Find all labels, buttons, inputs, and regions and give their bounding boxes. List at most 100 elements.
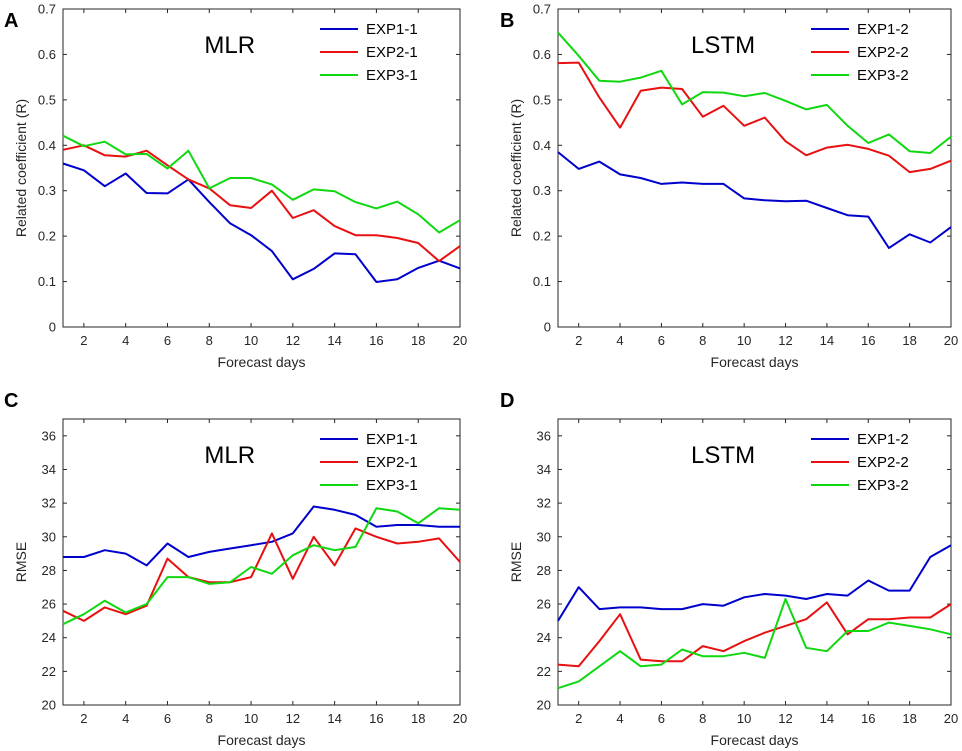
y-tick-label: 30 [42,529,56,544]
data-point [375,525,378,528]
x-tick-label: 10 [737,333,751,348]
data-point [124,153,127,156]
legend-label: EXP2-1 [366,44,418,61]
data-point [229,204,232,207]
data-point [681,648,684,651]
series-line-exp1-1 [63,505,460,567]
data-point [846,124,849,127]
data-point [743,197,746,200]
data-point [639,606,642,609]
data-point [62,623,65,626]
data-point [743,640,746,643]
data-point [784,594,787,597]
data-point [82,613,85,616]
data-point [577,167,580,170]
x-tick-label: 16 [369,711,383,726]
y-tick-label: 0.4 [38,138,56,153]
data-point [681,103,684,106]
data-point [577,586,580,589]
data-point [438,525,441,528]
panel-letter: C [4,390,18,412]
x-tick-label: 2 [80,333,87,348]
data-point [763,631,766,634]
data-point [250,576,253,579]
data-point [598,96,601,99]
data-point [291,577,294,580]
data-point [187,149,190,152]
y-tick-label: 0.2 [38,229,56,244]
data-point [887,618,890,621]
data-point [208,201,211,204]
x-tick-label: 12 [286,711,300,726]
data-point [396,542,399,545]
data-point [908,150,911,153]
x-tick-label: 20 [453,333,467,348]
data-point [825,146,828,149]
data-point [417,540,420,543]
data-point [743,124,746,127]
data-point [805,154,808,157]
panel-a: 2 4 6 8 10 12 14 16 18 20 0 0.1 0.2 0.3 0.4 0.5 0.6 0.7 Fo… [4,2,467,371]
y-tick-label: 0.1 [533,274,551,289]
x-axis-label: Forecast days [218,732,306,748]
data-point [867,629,870,632]
legend: EXP1-1 EXP2-1 EXP3-1 [320,431,418,494]
data-point [639,665,642,668]
x-tick-label: 4 [122,333,129,348]
data-point [459,219,462,222]
data-point [396,200,399,203]
legend-label: EXP1-1 [366,431,418,448]
data-point [417,522,420,525]
data-point [312,267,315,270]
data-point [701,182,704,185]
series-line-exp2-2 [557,601,952,668]
y-tick-label: 0.6 [533,47,551,62]
x-tick-label: 6 [164,333,171,348]
data-point [375,535,378,538]
y-tick-label: 0.7 [38,2,56,17]
legend-label: EXP2-1 [366,454,418,471]
y-tick-label: 0.3 [533,183,551,198]
data-point [396,278,399,281]
data-point [805,618,808,621]
y-tick-label: 0.5 [38,92,56,107]
data-point [950,633,953,636]
y-tick-label: 0.3 [38,183,56,198]
data-point [929,167,932,170]
series-line-exp2-1 [62,144,461,263]
data-point [557,687,560,690]
x-tick-label: 2 [575,333,582,348]
data-point [950,226,953,229]
data-point [929,152,932,155]
data-point [354,545,357,548]
legend-label: EXP1-2 [857,431,909,448]
data-point [701,655,704,658]
data-point [208,550,211,553]
data-point [722,182,725,185]
data-point [291,554,294,557]
data-point [929,628,932,631]
data-point [291,198,294,201]
data-point [166,557,169,560]
series-line-exp3-1 [62,507,461,626]
data-point [929,616,932,619]
data-point [166,576,169,579]
legend: EXP1-1 EXP2-1 EXP3-1 [320,21,418,84]
data-point [887,133,890,136]
y-tick-label: 0.4 [533,138,551,153]
y-tick-label: 0 [544,320,551,335]
legend: EXP1-2 EXP2-2 EXP3-2 [811,431,909,494]
data-point [929,241,932,244]
data-point [145,603,148,606]
data-point [459,525,462,528]
x-tick-label: 20 [944,711,958,726]
x-tick-label: 8 [699,333,706,348]
data-point [805,598,808,601]
data-point [82,619,85,622]
data-point [660,663,663,666]
data-point [124,552,127,555]
data-point [639,176,642,179]
x-tick-label: 10 [244,711,258,726]
axes-box [62,8,461,328]
data-point [312,209,315,212]
